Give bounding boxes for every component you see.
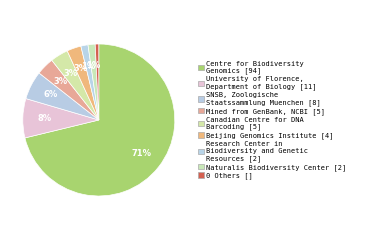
Wedge shape — [25, 44, 175, 196]
Wedge shape — [67, 46, 99, 120]
Text: 71%: 71% — [132, 149, 152, 158]
Text: 1%: 1% — [87, 61, 101, 70]
Text: 1%: 1% — [81, 62, 95, 71]
Wedge shape — [52, 51, 99, 120]
Wedge shape — [26, 73, 99, 120]
Wedge shape — [81, 45, 99, 120]
Wedge shape — [88, 44, 99, 120]
Wedge shape — [95, 44, 99, 120]
Text: 6%: 6% — [43, 90, 57, 99]
Text: 3%: 3% — [63, 69, 78, 78]
Text: 8%: 8% — [37, 114, 51, 123]
Legend: Centre for Biodiversity
Genomics [94], University of Florence,
Department of Bio: Centre for Biodiversity Genomics [94], U… — [197, 60, 347, 180]
Wedge shape — [39, 60, 99, 120]
Wedge shape — [23, 99, 99, 138]
Text: 3%: 3% — [74, 64, 88, 73]
Text: 3%: 3% — [53, 77, 67, 86]
